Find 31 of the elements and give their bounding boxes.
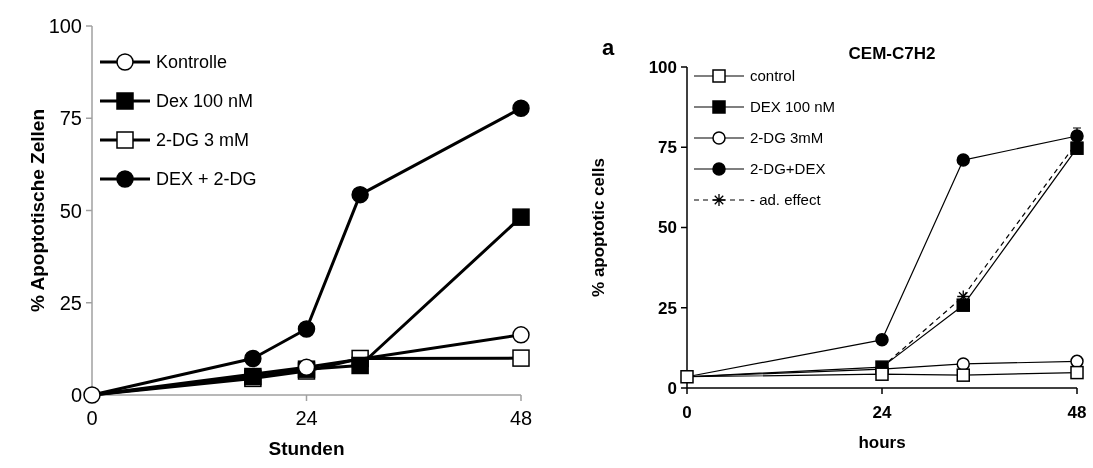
legend-label: Kontrolle [156, 52, 228, 73]
x-tick-label: 24 [872, 403, 892, 422]
y-tick-label: 25 [59, 291, 82, 314]
x-tick-label: 0 [86, 407, 98, 429]
x-tick-label: 48 [509, 407, 533, 429]
y-tick-label: 25 [658, 298, 677, 318]
legend-label: DEX 100 nM [750, 98, 836, 116]
y-axis-title: % Apoptotische Zellen [27, 108, 48, 313]
x-axis-title: Stunden [268, 438, 345, 459]
y-tick-label: 50 [59, 199, 82, 222]
y-tick-label: 75 [658, 138, 677, 158]
x-axis-title: hours [858, 433, 906, 452]
legend-label: control [750, 67, 796, 85]
y-tick-label: 100 [48, 15, 82, 37]
y-axis-title: % apoptotic cells [589, 158, 608, 297]
x-tick-label: 24 [295, 407, 318, 429]
x-tick-label: 48 [1067, 403, 1087, 422]
text: a [602, 35, 615, 60]
legend-label: DEX + 2-DG [156, 169, 257, 190]
chart-title: CEM-C7H2 [848, 44, 936, 63]
legend-label: Dex 100 nM [156, 91, 254, 112]
legend-label: 2-DG 3 mM [156, 130, 250, 151]
x-tick-label: 0 [682, 403, 692, 422]
y-tick-label: 0 [70, 384, 82, 406]
y-tick-label: 50 [658, 218, 677, 238]
legend-label: 2-DG 3mM [750, 129, 824, 147]
y-tick-label: 100 [648, 57, 677, 77]
y-tick-label: 0 [667, 378, 677, 398]
legend-label: 2-DG+DEX [750, 160, 826, 178]
legend-label: - ad. effect [750, 191, 822, 209]
y-tick-label: 75 [59, 107, 82, 130]
